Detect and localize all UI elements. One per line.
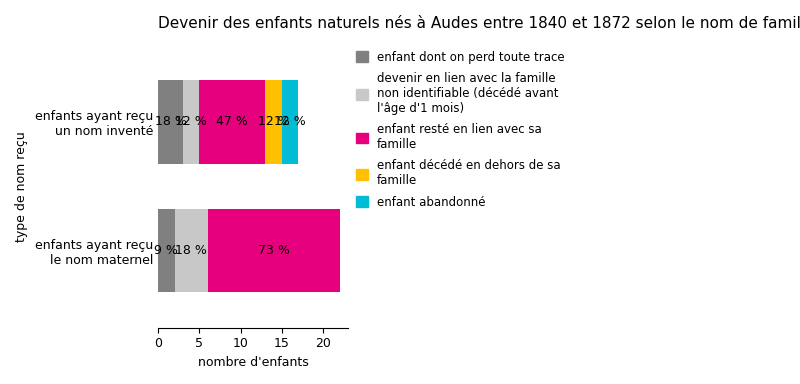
Text: 9 %: 9 % bbox=[154, 244, 178, 257]
Text: 47 %: 47 % bbox=[217, 115, 248, 128]
Y-axis label: type de nom reçu: type de nom reçu bbox=[15, 131, 28, 242]
Text: 73 %: 73 % bbox=[258, 244, 290, 257]
Bar bbox=[266, 80, 282, 164]
Bar bbox=[282, 80, 298, 164]
Bar bbox=[183, 80, 199, 164]
Text: 12 %: 12 % bbox=[175, 115, 207, 128]
Text: 12 %: 12 % bbox=[274, 115, 306, 128]
Text: 18 %: 18 % bbox=[154, 115, 186, 128]
Bar bbox=[208, 209, 340, 292]
Legend: enfant dont on perd toute trace, devenir en lien avec la famille
non identifiabl: enfant dont on perd toute trace, devenir… bbox=[356, 51, 565, 209]
Bar bbox=[158, 80, 183, 164]
Text: 18 %: 18 % bbox=[175, 244, 207, 257]
X-axis label: nombre d'enfants: nombre d'enfants bbox=[198, 356, 309, 369]
Bar bbox=[158, 209, 174, 292]
Bar bbox=[174, 209, 208, 292]
Text: Devenir des enfants naturels nés à Audes entre 1840 et 1872 selon le nom de fami: Devenir des enfants naturels nés à Audes… bbox=[158, 15, 800, 31]
Bar bbox=[199, 80, 266, 164]
Text: 12 %: 12 % bbox=[258, 115, 290, 128]
